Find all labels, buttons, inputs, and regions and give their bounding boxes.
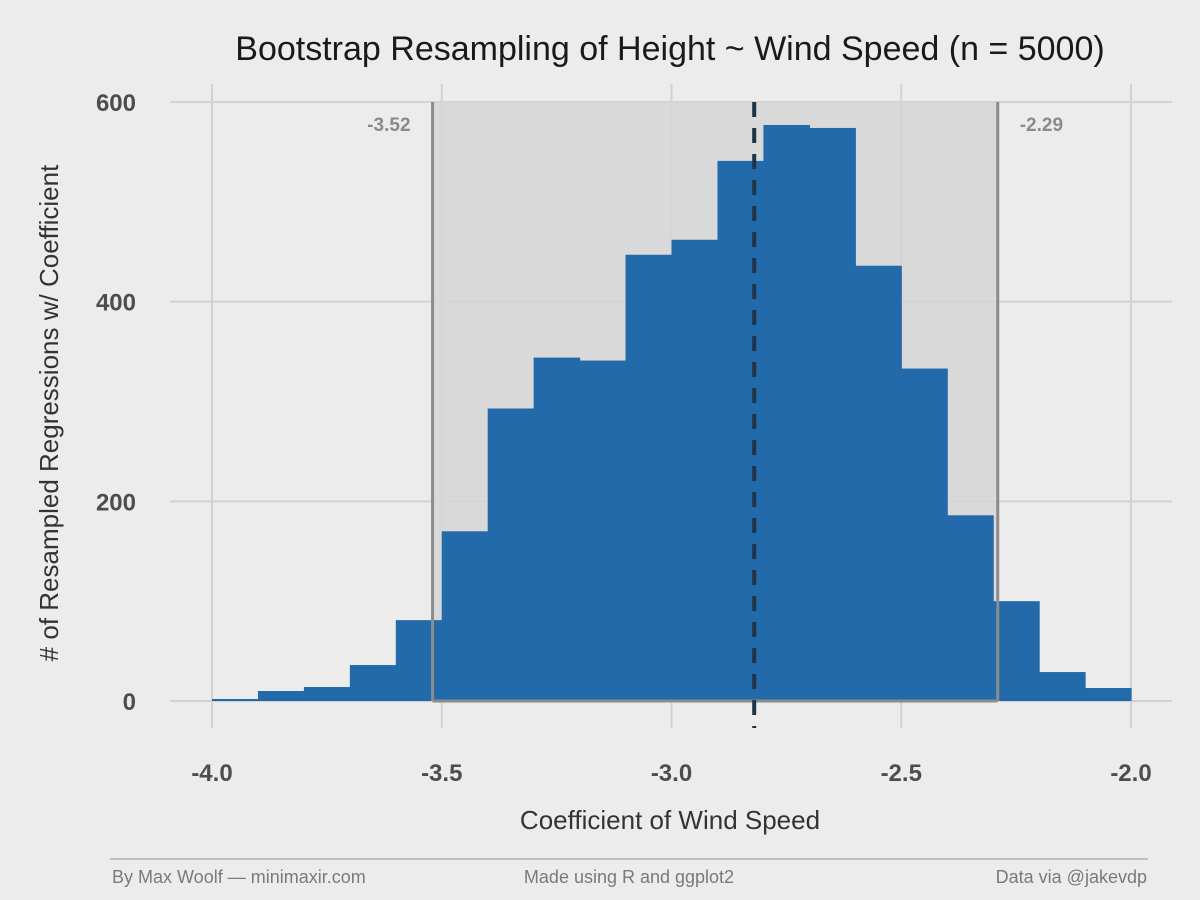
histogram-bar bbox=[349, 665, 397, 701]
footer-tools: Made using R and ggplot2 bbox=[524, 867, 734, 887]
interval-lines: -3.52 -2.29 bbox=[367, 102, 1063, 728]
histogram-bar bbox=[947, 515, 994, 701]
x-tick-label: -3.5 bbox=[421, 760, 462, 787]
histogram-bar bbox=[395, 620, 443, 701]
x-tick-label: -2.5 bbox=[881, 760, 922, 787]
chart-title: Bootstrap Resampling of Height ~ Wind Sp… bbox=[235, 30, 1104, 68]
histogram-bar bbox=[809, 127, 856, 701]
histogram-bar bbox=[625, 254, 673, 701]
y-axis-title: # of Resampled Regressions w/ Coefficien… bbox=[34, 164, 64, 661]
histogram-bar bbox=[993, 601, 1040, 701]
histogram-bar bbox=[487, 408, 535, 701]
histogram-bar bbox=[441, 531, 489, 701]
axis-ticks: -4.0 -3.5 -3.0 -2.5 -2.0 0 200 400 600 bbox=[96, 90, 1152, 787]
footer-credit: By Max Woolf — minimaxir.com bbox=[112, 867, 366, 887]
histogram-bar bbox=[579, 360, 627, 701]
y-tick-label: 400 bbox=[96, 290, 136, 317]
histogram-bar bbox=[1039, 672, 1086, 701]
histogram-bar bbox=[855, 265, 902, 701]
histogram-bar bbox=[533, 357, 581, 701]
y-tick-label: 0 bbox=[123, 689, 136, 716]
histogram-bar bbox=[671, 239, 719, 701]
footer-source: Data via @jakevdp bbox=[996, 867, 1147, 887]
ci-lower-label: -3.52 bbox=[367, 115, 410, 136]
histogram-bar bbox=[303, 687, 351, 701]
histogram-bar bbox=[901, 368, 948, 701]
histogram-bar bbox=[763, 124, 810, 701]
histogram-bar bbox=[1085, 688, 1132, 701]
x-tick-label: -3.0 bbox=[651, 760, 692, 787]
histogram-bar bbox=[717, 160, 764, 701]
histogram-bars bbox=[212, 124, 1132, 701]
histogram-bar bbox=[212, 699, 259, 701]
y-tick-label: 600 bbox=[96, 90, 136, 117]
x-tick-label: -2.0 bbox=[1110, 760, 1151, 787]
y-tick-label: 200 bbox=[96, 489, 136, 516]
x-axis-title: Coefficient of Wind Speed bbox=[520, 805, 820, 835]
histogram-bar bbox=[257, 691, 305, 701]
ci-upper-label: -2.29 bbox=[1020, 115, 1063, 136]
x-tick-label: -4.0 bbox=[191, 760, 232, 787]
